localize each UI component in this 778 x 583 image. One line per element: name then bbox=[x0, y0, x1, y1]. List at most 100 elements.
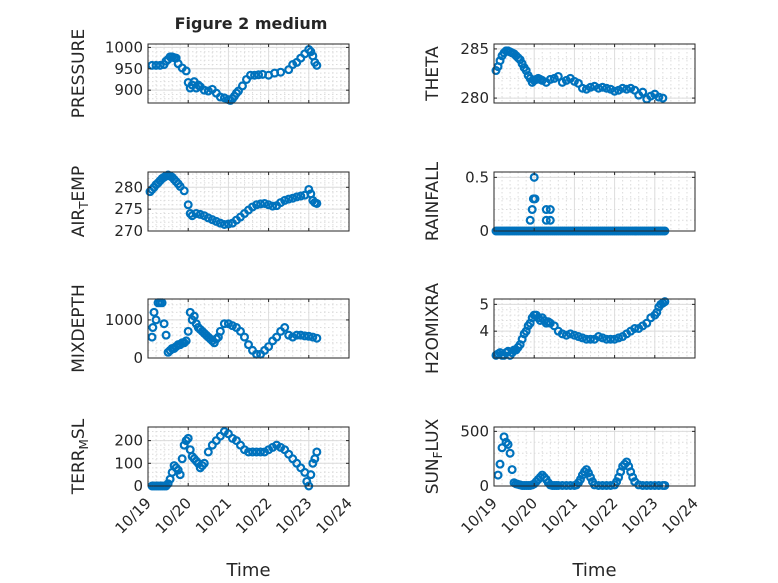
data-point bbox=[215, 326, 225, 336]
y-tick-label: 100 bbox=[114, 454, 143, 472]
axes-box bbox=[147, 43, 350, 104]
subplot-rainfall: 0 0.5 RAINFALL bbox=[423, 161, 696, 241]
y-tick-label: 0 bbox=[133, 477, 143, 495]
data-point bbox=[622, 84, 632, 94]
y-axis-label: AIRTEMP bbox=[69, 166, 91, 237]
data-point bbox=[583, 468, 593, 478]
data-point bbox=[151, 60, 161, 70]
x-tick-label: 10/22 bbox=[232, 494, 275, 537]
data-point bbox=[545, 205, 555, 215]
data-point bbox=[179, 186, 189, 196]
data-point bbox=[658, 93, 668, 103]
data-point bbox=[300, 331, 310, 341]
data-point bbox=[660, 480, 670, 490]
data-point bbox=[181, 336, 191, 346]
data-point bbox=[530, 194, 540, 204]
data-point bbox=[177, 454, 187, 464]
x-tick-label: 10/19 bbox=[112, 494, 155, 537]
data-point bbox=[183, 326, 193, 336]
axes-box bbox=[147, 171, 350, 232]
data-point bbox=[581, 334, 591, 344]
data-point bbox=[179, 440, 189, 450]
data-point bbox=[219, 319, 229, 329]
data-point bbox=[159, 319, 169, 329]
y-tick-label: 950 bbox=[114, 60, 143, 78]
data-point bbox=[148, 323, 158, 333]
data-point bbox=[545, 74, 555, 84]
data-point bbox=[304, 184, 314, 194]
data-point bbox=[161, 330, 171, 340]
y-tick-label: 280 bbox=[460, 89, 489, 107]
data-point bbox=[638, 480, 648, 490]
data-point bbox=[280, 195, 290, 205]
data-point bbox=[181, 66, 191, 76]
data-point bbox=[268, 201, 278, 211]
data-point bbox=[598, 333, 608, 343]
data-point bbox=[215, 218, 225, 228]
y-tick-label: 1000 bbox=[105, 38, 143, 56]
axes-box bbox=[147, 298, 350, 359]
data-point bbox=[149, 307, 159, 317]
y-tick-label: 0 bbox=[479, 477, 489, 495]
data-point bbox=[173, 465, 183, 475]
y-tick-label: 0 bbox=[133, 349, 143, 367]
subplot-theta: 280 285 THETA bbox=[423, 40, 696, 107]
data-point bbox=[284, 194, 294, 204]
data-point bbox=[260, 198, 270, 208]
y-axis-label: TERRMSL bbox=[69, 418, 91, 495]
figure-title: Figure 2 medium bbox=[175, 14, 328, 33]
data-point bbox=[246, 70, 256, 80]
data-point bbox=[594, 480, 604, 490]
subplot-air_temp: 270 275 280 AIRTEMP bbox=[69, 166, 350, 240]
data-point bbox=[612, 477, 622, 487]
axes-box bbox=[493, 426, 696, 487]
y-tick-label: 275 bbox=[114, 200, 143, 218]
data-point bbox=[507, 465, 517, 475]
data-point bbox=[577, 333, 587, 343]
data-point bbox=[239, 332, 249, 342]
data-point bbox=[493, 470, 503, 480]
data-point bbox=[237, 81, 247, 91]
data-point bbox=[585, 82, 595, 92]
data-point bbox=[561, 480, 571, 490]
data-point bbox=[495, 459, 505, 469]
data-point bbox=[306, 470, 316, 480]
data-point bbox=[203, 447, 213, 457]
data-point bbox=[276, 67, 286, 77]
data-point bbox=[235, 326, 245, 336]
data-point bbox=[545, 215, 555, 225]
data-point bbox=[151, 315, 161, 325]
y-tick-label: 0.5 bbox=[465, 168, 489, 186]
data-point bbox=[147, 332, 157, 342]
y-tick-label: 5 bbox=[479, 295, 489, 313]
data-point bbox=[288, 193, 298, 203]
data-point bbox=[650, 480, 660, 490]
data-point bbox=[628, 472, 638, 482]
data-point bbox=[573, 332, 583, 342]
data-point bbox=[308, 332, 318, 342]
data-point bbox=[312, 198, 322, 208]
y-axis-label: MIXDEPTH bbox=[69, 284, 89, 373]
data-point bbox=[244, 447, 254, 457]
data-point bbox=[264, 200, 274, 210]
data-point bbox=[525, 215, 535, 225]
axes-box bbox=[493, 298, 696, 359]
data-point bbox=[280, 323, 290, 333]
data-point bbox=[553, 480, 563, 490]
data-point bbox=[183, 433, 193, 443]
data-point bbox=[646, 480, 656, 490]
data-point bbox=[312, 333, 322, 343]
data-point bbox=[163, 479, 173, 489]
y-axis-label: THETA bbox=[423, 46, 443, 102]
x-tick-label: 10/21 bbox=[192, 494, 235, 537]
y-tick-label: 200 bbox=[114, 432, 143, 450]
data-point bbox=[292, 192, 302, 202]
data-point bbox=[248, 447, 258, 457]
data-point bbox=[183, 200, 193, 210]
data-point bbox=[252, 447, 262, 457]
data-point bbox=[296, 330, 306, 340]
data-point bbox=[503, 439, 513, 449]
data-point bbox=[215, 92, 225, 102]
x-axis-label: Time bbox=[571, 560, 616, 581]
